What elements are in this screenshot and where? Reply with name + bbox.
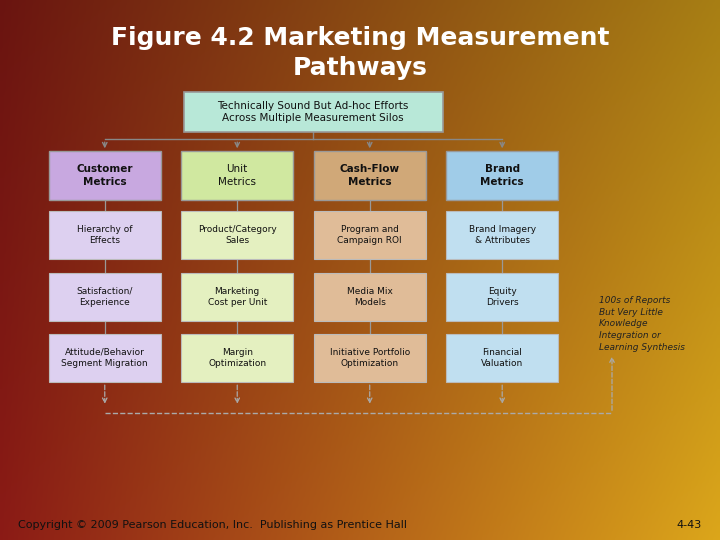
Text: Marketing
Cost per Unit: Marketing Cost per Unit	[207, 287, 267, 307]
Text: Financial
Valuation: Financial Valuation	[481, 348, 523, 368]
FancyBboxPatch shape	[181, 211, 293, 259]
Text: Customer
Metrics: Customer Metrics	[76, 164, 133, 187]
FancyBboxPatch shape	[446, 151, 558, 200]
Text: Technically Sound But Ad-hoc Efforts
Across Multiple Measurement Silos: Technically Sound But Ad-hoc Efforts Acr…	[217, 101, 409, 123]
Text: Cash-Flow
Metrics: Cash-Flow Metrics	[340, 164, 400, 187]
Text: Figure 4.2 Marketing Measurement: Figure 4.2 Marketing Measurement	[111, 26, 609, 50]
FancyBboxPatch shape	[314, 151, 426, 200]
Text: Attitude/Behavior
Segment Migration: Attitude/Behavior Segment Migration	[61, 348, 148, 368]
Text: Product/Category
Sales: Product/Category Sales	[198, 225, 276, 245]
Text: Hierarchy of
Effects: Hierarchy of Effects	[77, 225, 132, 245]
FancyBboxPatch shape	[446, 334, 558, 382]
Text: Unit
Metrics: Unit Metrics	[218, 164, 256, 187]
FancyBboxPatch shape	[184, 92, 443, 132]
Text: 100s of Reports
But Very Little
Knowledge
Integration or
Learning Synthesis: 100s of Reports But Very Little Knowledg…	[599, 296, 685, 352]
FancyBboxPatch shape	[49, 334, 161, 382]
FancyBboxPatch shape	[181, 334, 293, 382]
Text: Media Mix
Models: Media Mix Models	[347, 287, 392, 307]
Text: Program and
Campaign ROI: Program and Campaign ROI	[338, 225, 402, 245]
Text: 4-43: 4-43	[677, 520, 702, 530]
FancyBboxPatch shape	[49, 211, 161, 259]
Text: Brand Imagery
& Attributes: Brand Imagery & Attributes	[469, 225, 536, 245]
FancyBboxPatch shape	[446, 211, 558, 259]
Text: Copyright © 2009 Pearson Education, Inc.  Publishing as Prentice Hall: Copyright © 2009 Pearson Education, Inc.…	[18, 520, 407, 530]
Text: Equity
Drivers: Equity Drivers	[486, 287, 518, 307]
Text: Satisfaction/
Experience: Satisfaction/ Experience	[76, 287, 133, 307]
FancyBboxPatch shape	[314, 334, 426, 382]
FancyBboxPatch shape	[181, 273, 293, 321]
FancyBboxPatch shape	[314, 211, 426, 259]
FancyBboxPatch shape	[446, 273, 558, 321]
Text: Pathways: Pathways	[292, 56, 428, 79]
Text: Brand
Metrics: Brand Metrics	[480, 164, 524, 187]
FancyBboxPatch shape	[181, 151, 293, 200]
FancyBboxPatch shape	[49, 151, 161, 200]
FancyBboxPatch shape	[314, 273, 426, 321]
Text: Initiative Portfolio
Optimization: Initiative Portfolio Optimization	[330, 348, 410, 368]
Text: Margin
Optimization: Margin Optimization	[208, 348, 266, 368]
FancyBboxPatch shape	[49, 273, 161, 321]
